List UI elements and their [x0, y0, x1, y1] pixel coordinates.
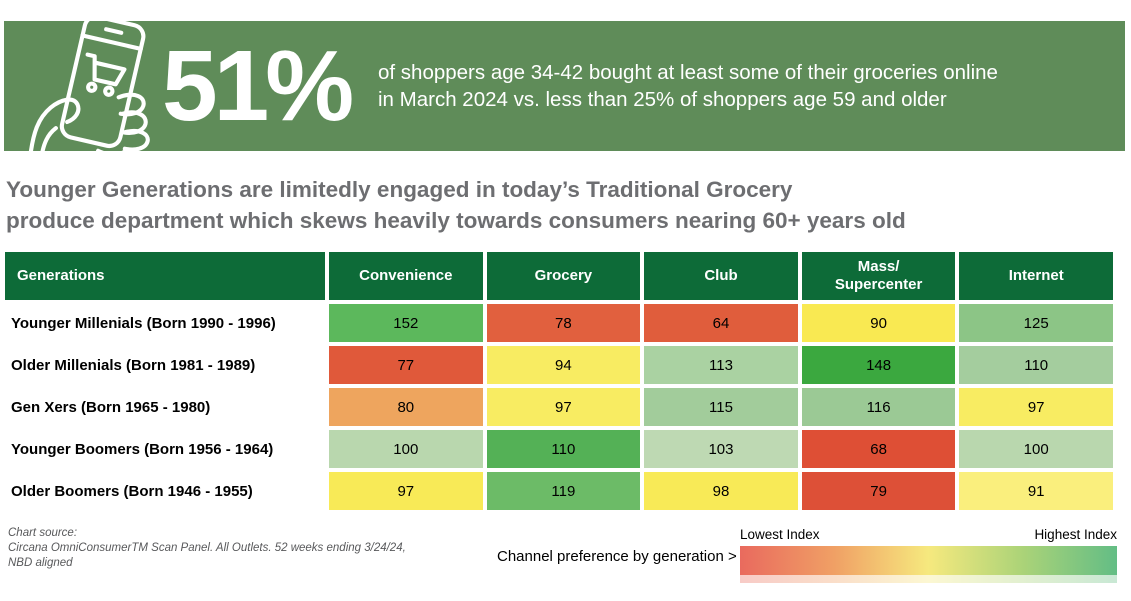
heatmap-cell-2-4: 97	[959, 388, 1113, 426]
heatmap-cell-3-0: 100	[329, 430, 483, 468]
heatmap-cell-1-2: 113	[644, 346, 798, 384]
heatmap-cell-1-0: 77	[329, 346, 483, 384]
column-header-4: Mass/ Supercenter	[801, 252, 956, 300]
heatmap-cell-1-3: 148	[801, 346, 956, 384]
row-label-3: Younger Boomers (Born 1956 - 1964)	[5, 430, 325, 468]
stat-banner: 51% of shoppers age 34-42 bought at leas…	[4, 21, 1125, 151]
row-label-4: Older Boomers (Born 1946 - 1955)	[5, 472, 325, 510]
hand-holding-phone-shopping-cart-icon	[26, 21, 164, 151]
stat-description-line2: in March 2024 vs. less than 25% of shopp…	[378, 88, 947, 111]
column-header-5: Internet	[959, 252, 1113, 300]
heatmap-cell-3-3: 68	[801, 430, 956, 468]
heatmap-cell-3-4: 100	[959, 430, 1113, 468]
heatmap-cell-2-3: 116	[801, 388, 956, 426]
heatmap-cell-1-4: 110	[959, 346, 1113, 384]
chart-source-label: Chart source:	[8, 527, 78, 539]
heatmap-cell-0-2: 64	[644, 304, 798, 342]
stat-description: of shoppers age 34-42 bought at least so…	[378, 59, 998, 113]
legend-labels: Lowest Index Highest Index	[740, 527, 1117, 542]
column-header-3: Club	[644, 252, 798, 300]
row-label-1: Older Millenials (Born 1981 - 1989)	[5, 346, 325, 384]
legend-gradient-fade	[740, 575, 1117, 583]
column-header-0: Generations	[5, 252, 325, 300]
stat-description-line1: of shoppers age 34-42 bought at least so…	[378, 61, 998, 84]
heatmap-cell-3-2: 103	[644, 430, 798, 468]
legend-highest-label: Highest Index	[1034, 527, 1117, 542]
page-title-line2: produce department which skews heavily t…	[6, 208, 906, 233]
generation-channel-heatmap-table: Generations Convenience Grocery Club Mass/ S…	[5, 252, 1113, 510]
heatmap-cell-1-1: 94	[486, 346, 641, 384]
heatmap-cell-2-1: 97	[486, 388, 641, 426]
heatmap-cell-4-2: 98	[644, 472, 798, 510]
row-label-0: Younger Millenials (Born 1990 - 1996)	[5, 304, 325, 342]
page-title: Younger Generations are limitedly engage…	[6, 174, 906, 236]
row-label-2: Gen Xers (Born 1965 - 1980)	[5, 388, 325, 426]
heatmap-cell-4-4: 91	[959, 472, 1113, 510]
chart-source-line2: NBD aligned	[8, 557, 73, 569]
heatmap-cell-0-3: 90	[801, 304, 956, 342]
heatmap-cell-0-4: 125	[959, 304, 1113, 342]
heatmap-cell-4-0: 97	[329, 472, 483, 510]
heatmap-cell-0-0: 152	[329, 304, 483, 342]
heatmap-cell-4-1: 119	[486, 472, 641, 510]
legend-caption: Channel preference by generation >	[497, 548, 737, 565]
column-header-1: Convenience	[329, 252, 483, 300]
heatmap-cell-3-1: 110	[486, 430, 641, 468]
heatmap-cell-0-1: 78	[486, 304, 641, 342]
heatmap-cell-2-2: 115	[644, 388, 798, 426]
heatmap-cell-2-0: 80	[329, 388, 483, 426]
legend-gradient-bar	[740, 546, 1117, 575]
chart-source: Chart source: Circana OmniConsumerTM Sca…	[8, 526, 406, 571]
chart-source-line1: Circana OmniConsumerTM Scan Panel. All O…	[8, 542, 406, 554]
index-color-legend: Lowest Index Highest Index	[740, 527, 1117, 583]
column-header-2: Grocery	[486, 252, 641, 300]
heatmap-cell-4-3: 79	[801, 472, 956, 510]
stat-value: 51%	[162, 30, 354, 142]
legend-lowest-label: Lowest Index	[740, 527, 820, 542]
page-title-line1: Younger Generations are limitedly engage…	[6, 177, 793, 202]
